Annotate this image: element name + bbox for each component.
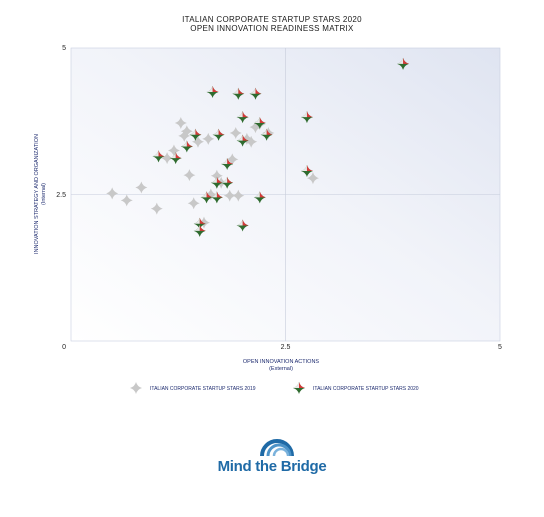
point-2020-6 [253, 117, 266, 130]
legend-marker-2020 [293, 382, 305, 394]
data-points [106, 57, 410, 237]
point-2020-16 [210, 176, 223, 189]
point-2019-16 [223, 189, 236, 202]
point-2019-11 [191, 135, 204, 148]
point-2019-2 [135, 181, 148, 194]
x-tick-5: 5 [498, 344, 502, 351]
y-tick-2.5: 2.5 [56, 192, 66, 199]
y-tick-5: 5 [62, 45, 66, 52]
point-2019-1 [120, 194, 133, 207]
point-2020-1 [206, 85, 219, 98]
point-2019-12 [197, 216, 210, 229]
point-2019-21 [245, 135, 258, 148]
point-2019-20 [240, 132, 253, 145]
point-2020-19 [210, 191, 223, 204]
x-tick-2.5: 2.5 [281, 344, 291, 351]
legend-marker-2019 [130, 382, 142, 394]
point-2019-10 [187, 197, 200, 210]
point-2020-9 [260, 128, 273, 141]
point-2019-0 [106, 187, 119, 200]
point-2019-17 [226, 153, 239, 166]
point-2019-13 [202, 132, 215, 145]
point-2020-11 [169, 152, 182, 165]
point-2019-9 [183, 169, 196, 182]
point-2020-20 [253, 191, 266, 204]
y-axis-sublabel: (Internal) [41, 183, 47, 205]
point-2019-6 [174, 117, 187, 130]
point-2019-25 [306, 172, 319, 185]
point-2019-15 [210, 169, 223, 182]
point-2019-4 [161, 152, 174, 165]
chart-subtitle: OPEN INNOVATION READINESS MATRIX [190, 24, 354, 33]
legend: ITALIAN CORPORATE STARTUP STARS 2019 ITA… [130, 382, 419, 394]
point-2020-7 [189, 128, 202, 141]
point-2020-2 [232, 87, 245, 100]
point-2020-4 [300, 111, 313, 124]
point-2019-22 [249, 121, 262, 134]
legend-star-2020 [293, 382, 305, 394]
point-2020-8 [212, 128, 225, 141]
point-2019-7 [178, 129, 191, 142]
point-2020-18 [200, 191, 213, 204]
point-2019-3 [150, 202, 163, 215]
point-2019-19 [232, 189, 245, 202]
point-2020-21 [193, 217, 206, 230]
point-2019-14 [204, 188, 217, 201]
legend-label-2020: ITALIAN CORPORATE STARTUP STARS 2020 [313, 386, 419, 392]
point-2019-8 [180, 125, 193, 138]
point-2020-22 [193, 224, 206, 237]
point-2020-3 [249, 87, 262, 100]
point-2020-10 [152, 150, 165, 163]
chart-title: ITALIAN CORPORATE STARTUP STARS 2020 [182, 15, 362, 24]
point-2020-14 [236, 134, 249, 147]
scatter-chart: 5 2.5 0 2.5 5 OPEN INNOVATION ACTIONS (E… [34, 45, 502, 394]
point-2020-15 [300, 165, 313, 178]
point-2020-13 [221, 158, 234, 171]
point-2019-18 [229, 126, 242, 139]
legend-star-2019 [130, 382, 142, 394]
point-2020-0 [397, 57, 410, 70]
point-2020-17 [221, 176, 234, 189]
origin-tick: 0 [62, 344, 66, 351]
brand-logo-text: Mind the Bridge [217, 458, 327, 475]
x-axis-label: OPEN INNOVATION ACTIONS [243, 359, 320, 365]
point-2019-5 [167, 144, 180, 157]
point-2020-23 [236, 219, 249, 232]
point-2020-12 [180, 140, 193, 153]
point-2020-5 [236, 111, 249, 124]
y-axis-label: INNOVATION STRATEGY AND ORGANIZATION [34, 134, 40, 254]
x-axis-sublabel: (External) [269, 366, 293, 372]
legend-label-2019: ITALIAN CORPORATE STARTUP STARS 2019 [150, 386, 256, 392]
